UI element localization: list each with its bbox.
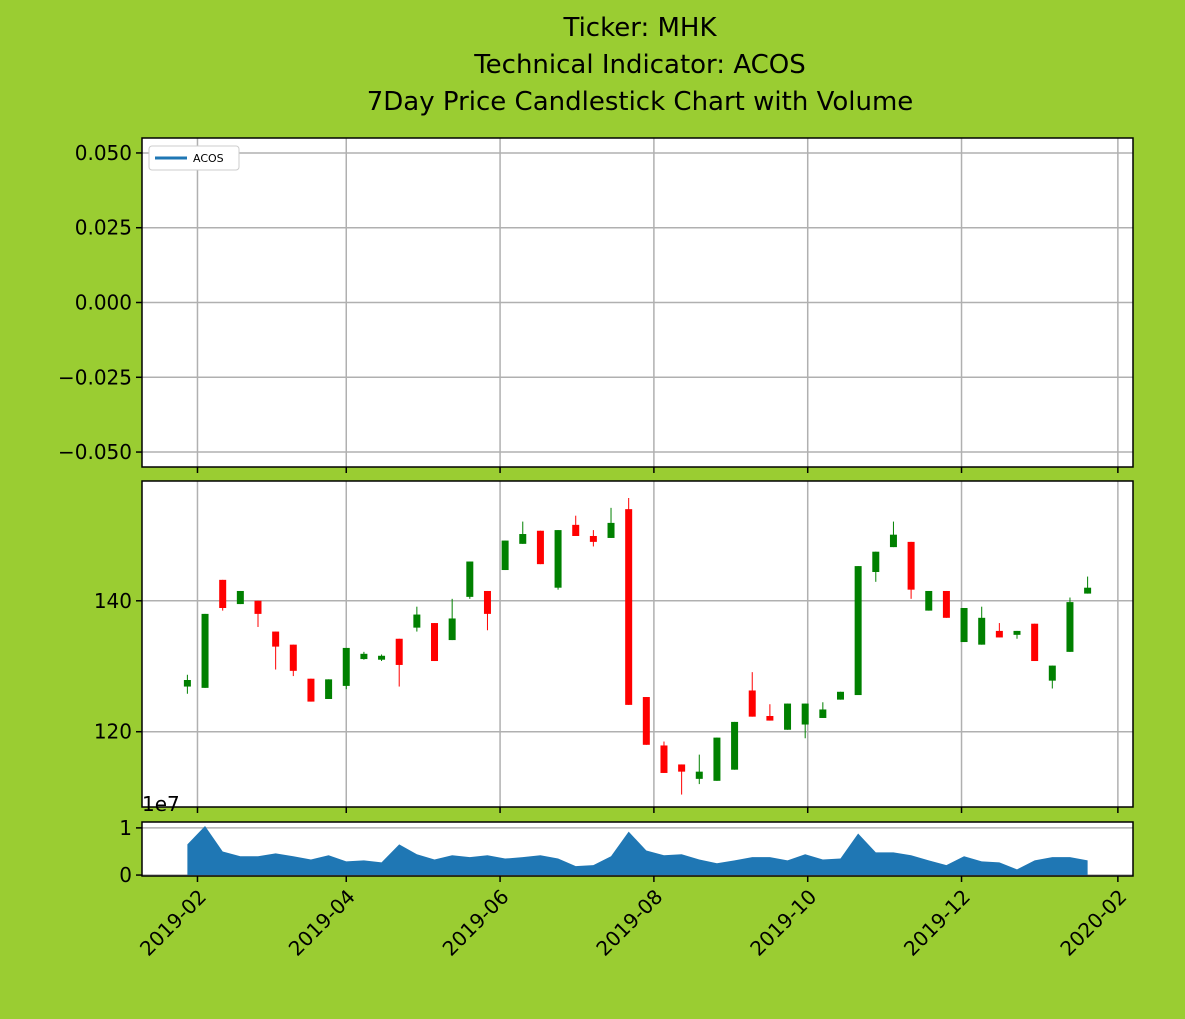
candle-body <box>1084 587 1092 594</box>
candle-body <box>907 541 915 590</box>
candle-body <box>784 703 792 730</box>
chart-title: Ticker: MHK <box>562 13 717 43</box>
candle-body <box>731 721 739 770</box>
candle-body <box>289 644 297 671</box>
candle-body <box>713 737 721 781</box>
candle-body <box>554 530 562 588</box>
candle-body <box>872 551 880 572</box>
candle-body <box>183 680 191 687</box>
candle-body <box>448 618 456 641</box>
candle-body <box>589 535 597 542</box>
candle-body <box>254 600 262 614</box>
candle-body <box>360 653 368 660</box>
candle-body <box>960 607 968 643</box>
candle-body <box>978 617 986 645</box>
candle-body <box>342 647 350 686</box>
legend-box <box>148 145 240 171</box>
chart-title: 7Day Price Candlestick Chart with Volume <box>367 87 914 117</box>
candle-body <box>748 690 756 717</box>
candle-body <box>395 638 403 665</box>
candle-body <box>1013 630 1021 635</box>
y-tick-label: 120 <box>94 720 132 744</box>
y-tick-label: 140 <box>94 589 132 613</box>
candle-body <box>607 522 615 538</box>
x-tick-label: 2019-06 <box>438 885 514 961</box>
x-tick-label: 2019-04 <box>284 885 360 961</box>
candle-body <box>1031 623 1039 662</box>
candle-body <box>378 655 386 660</box>
y-offset-label: 1e7 <box>142 792 180 816</box>
legend-label: ACOS <box>193 152 224 165</box>
candle-body <box>766 716 774 721</box>
candle-body <box>536 530 544 565</box>
x-tick-label: 2020-02 <box>1055 885 1131 961</box>
candle-body <box>272 631 280 647</box>
candle-body <box>925 590 933 611</box>
panel-background <box>142 481 1133 807</box>
candle-body <box>801 703 809 725</box>
candle-body <box>501 540 509 571</box>
candle-body <box>307 678 315 702</box>
y-tick-label: −0.050 <box>58 440 132 464</box>
y-tick-label: −0.025 <box>58 365 132 389</box>
volume-area <box>187 826 1088 876</box>
candle-body <box>995 630 1003 638</box>
y-tick-label: 0.050 <box>75 141 132 165</box>
x-tick-label: 2019-08 <box>591 885 667 961</box>
y-tick-label: 0.025 <box>75 216 132 240</box>
candle-body <box>854 566 862 696</box>
candle-body <box>483 590 491 614</box>
candle-body <box>1048 665 1056 681</box>
candle-body <box>236 590 244 605</box>
x-tick-label: 2019-10 <box>745 885 821 961</box>
chart-title: Technical Indicator: ACOS <box>473 50 806 80</box>
x-tick-label: 2019-12 <box>899 885 975 961</box>
candle-body <box>572 524 580 536</box>
candle-body <box>431 623 439 662</box>
x-tick-label: 2019-02 <box>135 885 211 961</box>
panel-frame <box>141 821 1134 877</box>
candle-body <box>466 561 474 597</box>
candle-body <box>219 579 227 608</box>
candle-body <box>836 691 844 700</box>
candle-body <box>660 745 668 773</box>
candle-body <box>678 764 686 772</box>
candle-body <box>695 771 703 779</box>
candle-body <box>1066 602 1074 652</box>
candle-body <box>642 697 650 745</box>
y-tick-label: 0.000 <box>75 291 132 315</box>
panel-frame <box>141 137 1134 468</box>
candle-body <box>942 590 950 618</box>
y-tick-label: 0 <box>119 863 132 887</box>
candle-body <box>325 679 333 699</box>
candle-body <box>413 614 421 628</box>
candle-body <box>625 509 633 705</box>
panel-frame <box>141 480 1134 808</box>
candle-body <box>819 709 827 718</box>
candle-body <box>519 534 527 544</box>
candle-body <box>201 613 209 688</box>
candle-body <box>889 534 897 548</box>
y-tick-label: 1 <box>119 816 132 840</box>
